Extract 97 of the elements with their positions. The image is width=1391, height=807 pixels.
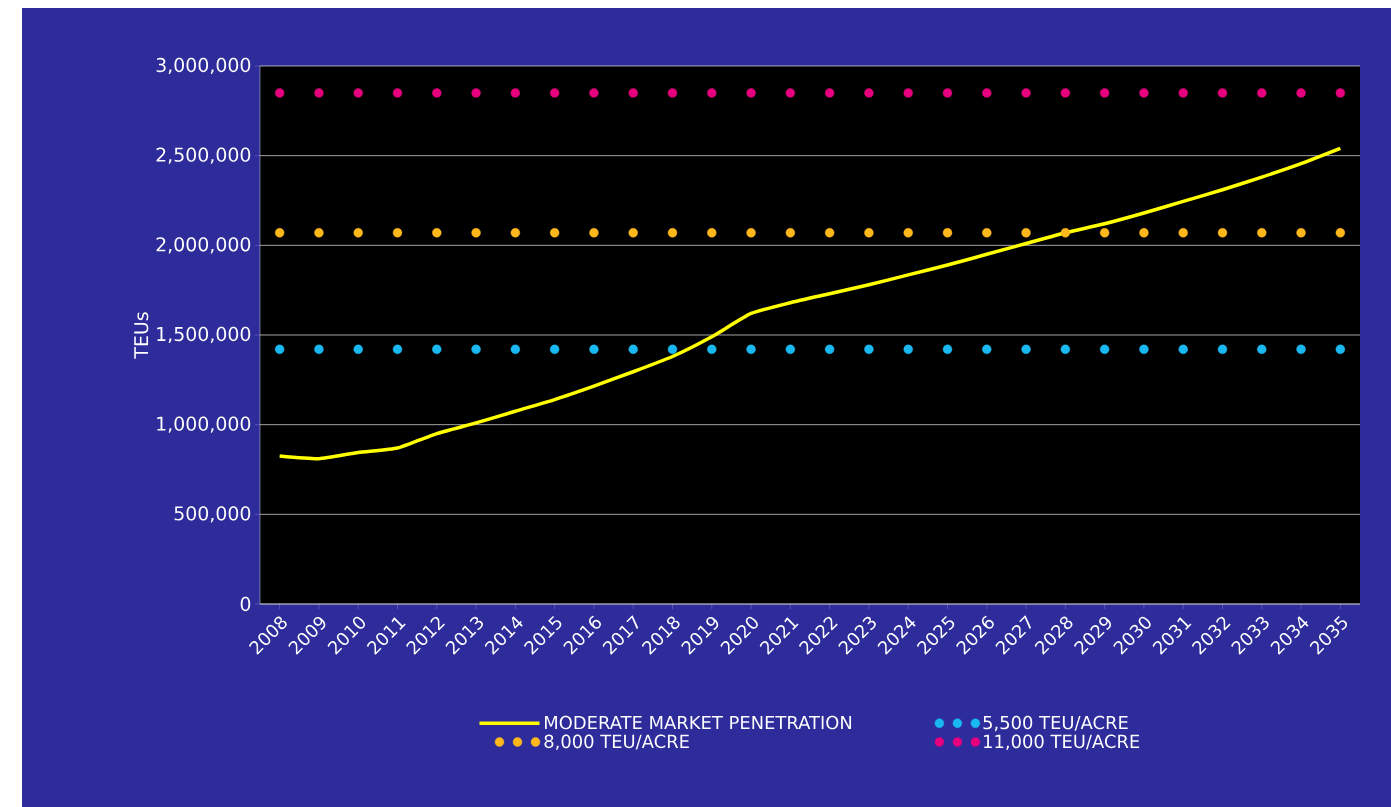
point [314, 88, 324, 98]
point [746, 344, 756, 355]
point [1217, 228, 1228, 238]
point [392, 228, 403, 238]
y-tick-label: 1,500,000 [157, 326, 251, 344]
point [903, 88, 913, 98]
point [510, 344, 521, 355]
point [1178, 344, 1188, 355]
point [1099, 344, 1110, 355]
point [432, 88, 442, 98]
point [274, 344, 285, 355]
y-tick-label: 0 [240, 596, 251, 612]
point [432, 228, 442, 238]
point [1257, 344, 1267, 355]
point [982, 228, 992, 238]
point [628, 88, 638, 98]
point [628, 344, 638, 355]
point [1021, 88, 1031, 98]
point [353, 344, 363, 355]
point [549, 88, 560, 98]
point [1060, 344, 1071, 355]
point [785, 344, 796, 355]
point [1021, 228, 1031, 238]
point [1060, 88, 1071, 98]
point [1139, 344, 1149, 355]
point [824, 88, 835, 98]
point [1335, 228, 1346, 238]
point [628, 228, 638, 238]
point [707, 228, 717, 238]
point [707, 344, 717, 355]
point [471, 344, 481, 355]
point [903, 344, 913, 355]
point [746, 88, 756, 98]
point [549, 344, 560, 355]
point [510, 88, 521, 98]
point [1099, 228, 1110, 238]
point [1060, 228, 1071, 238]
point [314, 228, 324, 238]
point [392, 88, 403, 98]
point [274, 228, 285, 238]
point [471, 228, 481, 238]
y-tick-label: 2,000,000 [156, 237, 251, 254]
point [785, 88, 796, 98]
point [1021, 344, 1031, 355]
point [1296, 88, 1306, 98]
point [1257, 88, 1267, 98]
point [1099, 88, 1110, 98]
point [549, 228, 560, 238]
point [353, 228, 363, 238]
line-series [277, 146, 1343, 461]
point [1178, 88, 1188, 98]
point [471, 88, 481, 98]
legend-label: 11,000 TEU/ACRE [984, 734, 1140, 750]
y-tick-label: 500,000 [174, 506, 251, 523]
point [864, 344, 874, 355]
point [1335, 88, 1346, 98]
point [746, 228, 756, 238]
point [392, 344, 403, 355]
legend-label: 8,000 TEU/ACRE [544, 734, 689, 750]
point [314, 344, 324, 355]
point [942, 228, 953, 238]
point [667, 344, 678, 355]
point [864, 228, 874, 238]
y-axis-title: TEUs [134, 312, 149, 359]
point [942, 88, 953, 98]
point [589, 228, 599, 238]
point [864, 88, 874, 98]
point [353, 88, 363, 98]
point [785, 228, 796, 238]
legend-label: MODERATE MARKET PENETRATION [545, 715, 852, 730]
legend-label: 5,500 TEU/ACRE [983, 715, 1128, 732]
point [903, 228, 913, 238]
point [274, 88, 285, 98]
point [1139, 228, 1149, 238]
point [667, 228, 678, 238]
point [982, 88, 992, 98]
point [1217, 344, 1228, 355]
point [1139, 88, 1149, 98]
point [824, 228, 835, 238]
point [1296, 228, 1306, 238]
y-tick-label: 1,000,000 [157, 416, 251, 433]
point [589, 344, 599, 355]
point [982, 344, 992, 355]
point [707, 88, 717, 98]
point [1257, 228, 1267, 238]
point [667, 88, 678, 98]
point [824, 344, 835, 355]
point [1335, 344, 1346, 355]
point [589, 88, 599, 98]
point [510, 228, 521, 238]
point [1296, 344, 1306, 355]
point [432, 344, 442, 355]
point [1217, 88, 1228, 98]
y-tick-label: 2,500,000 [156, 147, 251, 164]
point [1178, 228, 1188, 238]
y-tick-label: 3,000,000 [156, 57, 251, 75]
point [942, 344, 953, 355]
